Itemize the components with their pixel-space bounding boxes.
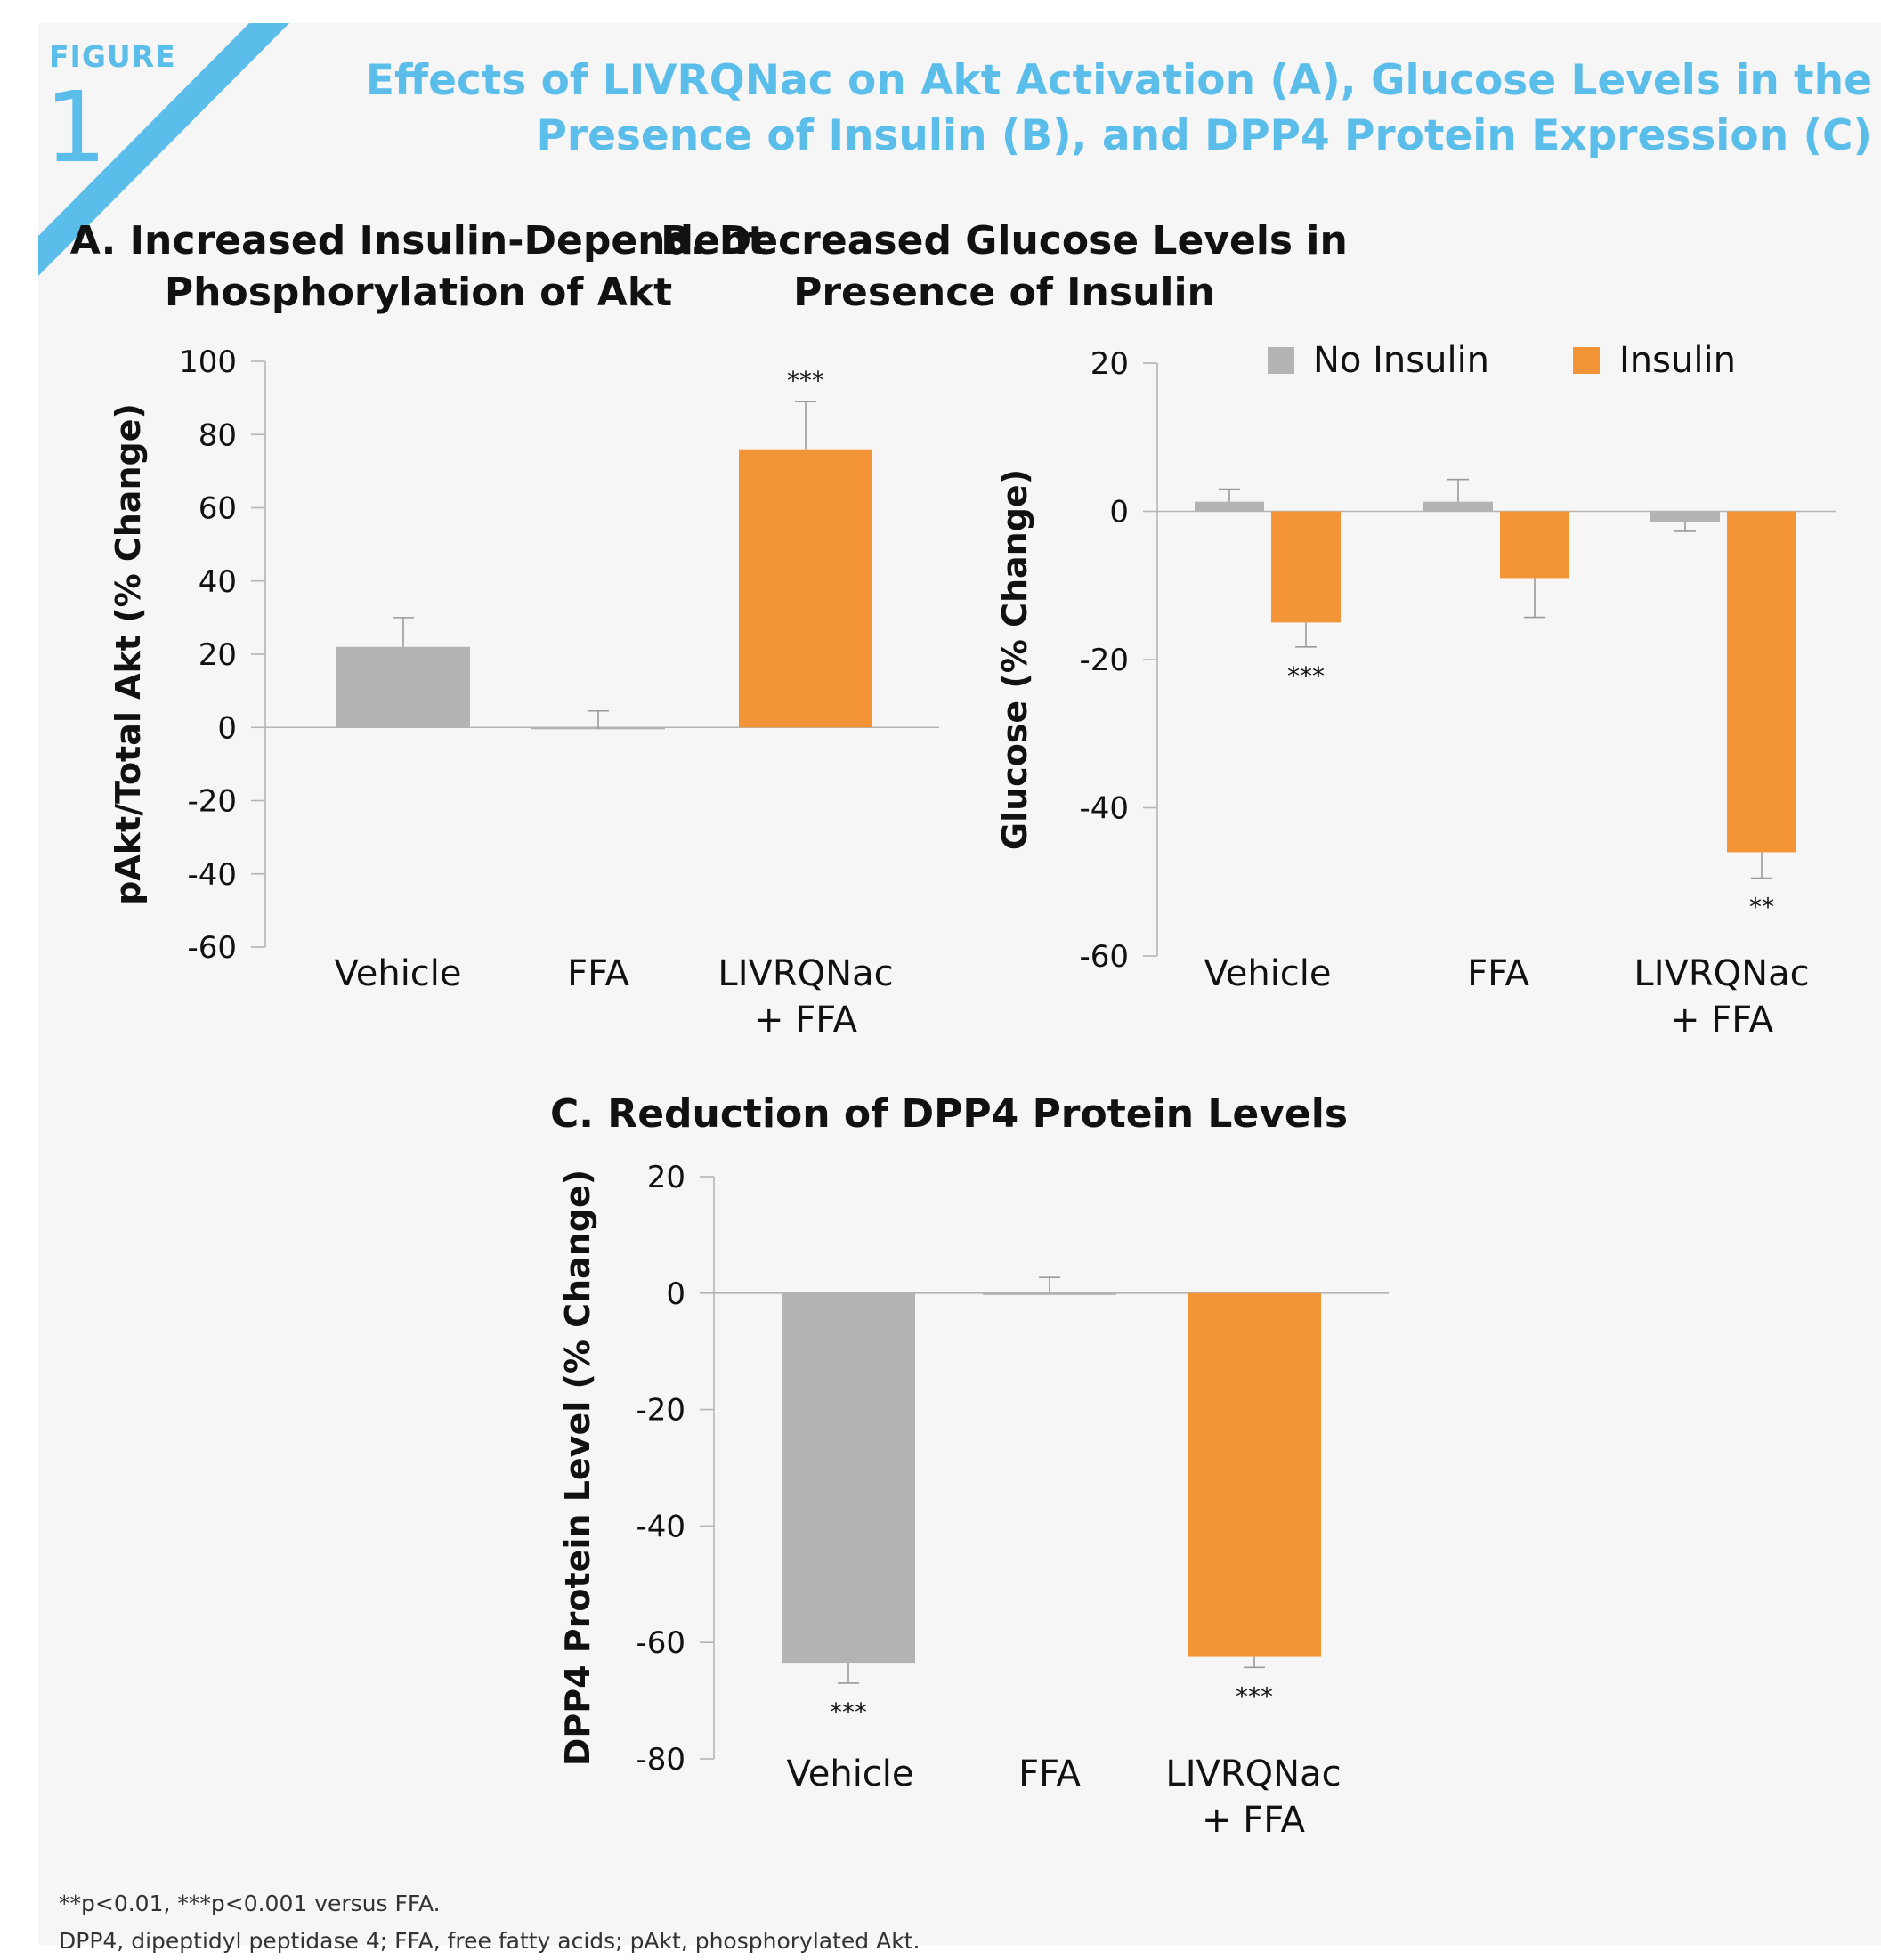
chart-C-1-bar xyxy=(983,1292,1116,1295)
chart-C-y-tick-label: -40 xyxy=(636,1509,685,1544)
chart-B-insulin-0-bar xyxy=(1271,511,1341,623)
chart-C-category-label: Vehicle xyxy=(786,1753,913,1794)
figure-title-line-1: Effects of LIVRQNac on Akt Activation (A… xyxy=(365,56,1872,105)
chart-A-y-tick-label: 20 xyxy=(199,637,237,673)
chart-C-0-significance: *** xyxy=(830,1697,867,1727)
chart-C-title-line-1: C. Reduction of DPP4 Protein Levels xyxy=(550,1091,1348,1137)
chart-B-legend-swatch xyxy=(1573,347,1600,374)
chart-A-y-tick-label: -40 xyxy=(187,857,237,893)
chart-B-insulin-2-bar xyxy=(1727,511,1796,853)
chart-A-y-tick-label: 80 xyxy=(199,417,237,453)
chart-B-title-line-1: B. Decreased Glucose Levels in xyxy=(661,218,1348,263)
chart-B-legend-swatch xyxy=(1268,347,1294,374)
footnote-significance: **p<0.01, ***p<0.001 versus FFA. xyxy=(59,1891,441,1916)
chart-C-y-tick-label: 0 xyxy=(666,1276,685,1312)
chart-A-y-tick-label: -20 xyxy=(187,784,237,820)
chart-B-y-label: Glucose (% Change) xyxy=(995,469,1034,850)
chart-A-2-significance: *** xyxy=(787,366,824,395)
chart-B-category-label: Vehicle xyxy=(1204,953,1331,994)
chart-B-legend-label: Insulin xyxy=(1619,340,1736,381)
chart-B-y-tick-label: -40 xyxy=(1079,791,1129,827)
footnote-abbreviations: DPP4, dipeptidyl peptidase 4; FFA, free … xyxy=(59,1928,920,1954)
chart-A-y-tick-label: 40 xyxy=(199,564,237,600)
chart-C-category-label: + FFA xyxy=(1202,1800,1306,1841)
chart-C-y-label: DPP4 Protein Level (% Change) xyxy=(558,1170,597,1766)
chart-B-category-label: + FFA xyxy=(1670,1000,1774,1041)
chart-C-2-significance: *** xyxy=(1236,1681,1273,1711)
chart-A-category-label: + FFA xyxy=(754,1000,858,1041)
chart-B-y-tick-label: 0 xyxy=(1109,495,1129,530)
chart-A-y-label: pAkt/Total Akt (% Change) xyxy=(109,403,148,905)
chart-B-insulin-1-bar xyxy=(1500,511,1569,579)
chart-B-category-label: LIVRQNac xyxy=(1634,953,1809,994)
chart-C-y-tick-label: -60 xyxy=(636,1625,685,1661)
chart-B-no-insulin-2-bar xyxy=(1650,511,1720,522)
chart-B-y-tick-label: 20 xyxy=(1090,346,1129,382)
chart-C-y-tick-label: -20 xyxy=(636,1393,685,1429)
figure-title-line-2: Presence of Insulin (B), and DPP4 Protei… xyxy=(536,111,1872,160)
chart-C-y-tick-label: 20 xyxy=(647,1160,685,1195)
chart-A-y-tick-label: 100 xyxy=(179,344,237,380)
chart-B-insulin-0-significance: *** xyxy=(1287,661,1325,691)
chart-B-y-tick-label: -60 xyxy=(1079,939,1129,975)
footnotes: **p<0.01, ***p<0.001 versus FFA. DPP4, d… xyxy=(59,1885,920,1960)
chart-A-title-line-2: Phosphorylation of Akt xyxy=(165,270,672,315)
chart-C-2-bar xyxy=(1188,1292,1321,1657)
chart-A-2-bar xyxy=(739,449,872,728)
figure-label: FIGURE xyxy=(49,39,176,74)
chart-A-y-tick-label: 0 xyxy=(217,710,237,746)
figure-panel xyxy=(38,23,1881,1945)
figure-title: Effects of LIVRQNac on Akt Activation (A… xyxy=(270,53,1872,164)
chart-B-no-insulin-0-bar xyxy=(1195,501,1264,512)
chart-A-title-line-1: A. Increased Insulin-Dependent xyxy=(70,218,766,263)
chart-B-insulin-2-significance: ** xyxy=(1749,893,1774,922)
chart-B-category-label: FFA xyxy=(1467,953,1529,994)
chart-A-y-tick-label: -60 xyxy=(187,930,237,966)
chart-B-no-insulin-1-bar xyxy=(1423,501,1493,512)
chart-B-legend-label: No Insulin xyxy=(1313,340,1489,381)
chart-A-category-label: Vehicle xyxy=(334,953,461,994)
chart-B-title-line-2: Presence of Insulin xyxy=(793,270,1215,315)
chart-A-category-label: LIVRQNac xyxy=(718,953,893,994)
figure-number: 1 xyxy=(45,70,107,184)
chart-B-y-tick-label: -20 xyxy=(1079,643,1129,678)
chart-A-category-label: FFA xyxy=(567,953,629,994)
chart-C-y-tick-label: -80 xyxy=(636,1742,685,1778)
chart-A-0-bar xyxy=(336,646,470,728)
chart-C-category-label: LIVRQNac xyxy=(1165,1753,1341,1794)
chart-C-0-bar xyxy=(782,1292,915,1664)
chart-A-y-tick-label: 60 xyxy=(199,491,237,527)
chart-C-category-label: FFA xyxy=(1018,1753,1081,1794)
